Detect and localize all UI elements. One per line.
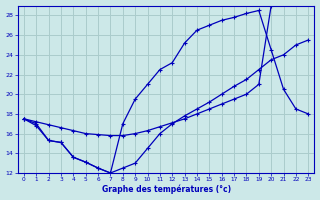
X-axis label: Graphe des températures (°c): Graphe des températures (°c) (101, 185, 231, 194)
